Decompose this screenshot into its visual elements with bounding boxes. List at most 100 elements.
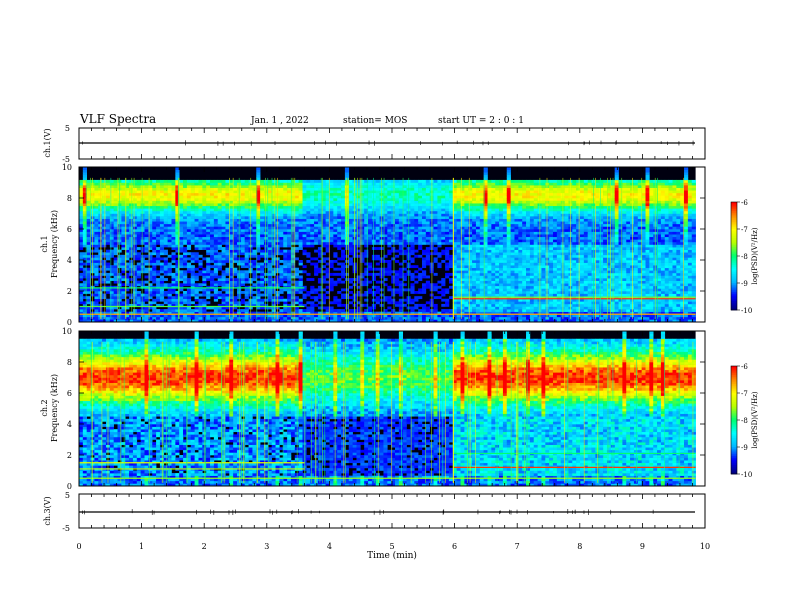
- spec-cell: [221, 203, 226, 207]
- spec-cell: [175, 213, 180, 217]
- spec-cell: [321, 198, 326, 201]
- spec-cell: [113, 192, 118, 196]
- spec-cell: [321, 301, 326, 305]
- spec-cell: [94, 265, 99, 269]
- spec-cell: [441, 234, 446, 238]
- spec-cell: [445, 257, 450, 261]
- spec-cell: [410, 182, 415, 186]
- spec-cell: [418, 179, 423, 183]
- spec-cell: [148, 260, 153, 263]
- spec-cell: [464, 301, 469, 305]
- spec-cell: [387, 316, 392, 320]
- spec-cell: [306, 200, 311, 204]
- spec-cell: [229, 260, 234, 263]
- spec-cell: [125, 213, 130, 217]
- spec-cell: [86, 190, 91, 194]
- spec-cell: [452, 283, 457, 287]
- spec-cell: [240, 311, 246, 315]
- spec-cell: [148, 293, 153, 297]
- spec-cell: [210, 275, 215, 279]
- spec-cell: [233, 208, 238, 212]
- spec-cell: [314, 239, 319, 243]
- spec-cell: [468, 280, 473, 284]
- spec-cell: [283, 198, 288, 201]
- spec-cell: [175, 216, 180, 219]
- spec-cell: [175, 200, 180, 204]
- spec-cell: [368, 229, 373, 232]
- spec-cell: [279, 213, 284, 217]
- spec-cell: [252, 311, 257, 315]
- spec-cell: [206, 226, 211, 230]
- spec-cell: [233, 301, 238, 305]
- spec-cell: [159, 216, 165, 219]
- spec-cell: [387, 239, 392, 243]
- spec-cell: [371, 247, 377, 250]
- spec-cell: [136, 262, 141, 266]
- spec-cell: [371, 298, 377, 302]
- spec-cell: [398, 303, 404, 307]
- spec-cell: [136, 247, 141, 250]
- spec-cell: [360, 280, 365, 284]
- spec-cell: [468, 244, 473, 248]
- spec-cell: [179, 283, 184, 287]
- spec-cell: [271, 298, 276, 302]
- spec-cell: [94, 293, 99, 297]
- spec-cell: [213, 254, 219, 258]
- spec-cell: [206, 272, 211, 276]
- spec-cell: [256, 267, 261, 271]
- spec-cell: [425, 285, 430, 289]
- spec-cell: [414, 296, 419, 300]
- spec-cell: [418, 309, 423, 312]
- spec-cell: [244, 244, 249, 248]
- spec-cell: [472, 314, 477, 318]
- spec-cell: [333, 314, 338, 318]
- spec-cell: [210, 226, 215, 230]
- spec-cell: [159, 223, 165, 227]
- spec-cell: [102, 200, 107, 204]
- spec-cell: [210, 249, 215, 253]
- spec-cell: [387, 241, 392, 245]
- spec-cell: [317, 195, 323, 199]
- spec-cell: [148, 221, 153, 225]
- spec-cell: [437, 210, 442, 214]
- spec-cell: [210, 187, 215, 191]
- spec-cell: [356, 249, 361, 253]
- spec-cell: [171, 218, 176, 222]
- spec-cell: [206, 192, 211, 196]
- spec-cell: [356, 182, 361, 186]
- spec-cell: [198, 283, 203, 287]
- spec-cell: [240, 278, 246, 281]
- spec-cell: [175, 270, 180, 274]
- spec-cell: [86, 236, 91, 240]
- spec-cell: [82, 283, 87, 287]
- spec-cell: [348, 208, 353, 212]
- spec-cell: [314, 303, 319, 307]
- spec-cell: [468, 213, 473, 217]
- spec-cell: [283, 216, 288, 219]
- spec-cell: [364, 272, 369, 276]
- spec-cell: [317, 226, 323, 230]
- spec-cell: [125, 244, 130, 248]
- spec-cell: [98, 291, 103, 294]
- spec-cell: [105, 195, 111, 199]
- spec-cell: [348, 218, 353, 222]
- spec-cell: [167, 319, 172, 323]
- spec-cell: [271, 267, 276, 271]
- spec-cell: [452, 221, 457, 225]
- spec-cell: [298, 218, 303, 222]
- spec-cell: [460, 285, 465, 289]
- spec-cell: [437, 265, 442, 269]
- spec-cell: [109, 249, 114, 253]
- spec-cell: [333, 205, 338, 209]
- spec-cell: [256, 241, 261, 245]
- spec-cell: [233, 267, 238, 271]
- spec-cell: [256, 210, 261, 214]
- spec-cell: [225, 208, 230, 212]
- spec-cell: [271, 208, 276, 212]
- spec-cell: [256, 226, 261, 230]
- spec-cell: [206, 187, 211, 191]
- spec-cell: [194, 283, 199, 287]
- spec-cell: [260, 288, 265, 292]
- spec-cell: [125, 185, 130, 188]
- spec-cell: [418, 190, 423, 194]
